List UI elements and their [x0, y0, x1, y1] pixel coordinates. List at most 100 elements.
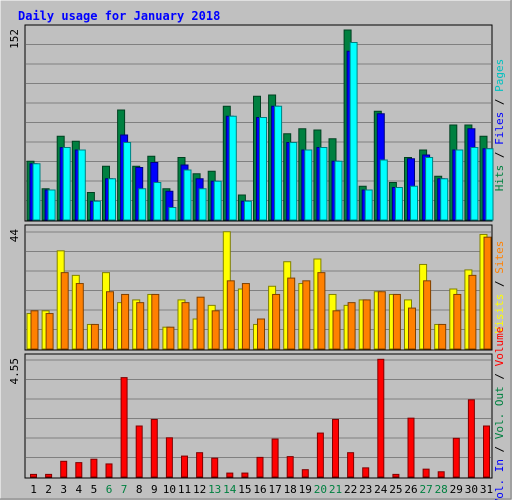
- bar-volume: [377, 358, 385, 478]
- bar-volume: [150, 418, 158, 478]
- bar-pages: [92, 200, 101, 221]
- x-tick-label: 23: [359, 483, 372, 496]
- x-tick-label: 11: [178, 483, 191, 496]
- bar-pages: [47, 189, 56, 221]
- x-tick-label: 26: [404, 483, 417, 496]
- bar-pages: [425, 157, 434, 221]
- legend-entry: Vol. Out: [493, 386, 506, 439]
- legend-top: Hits / Files / Pages: [493, 59, 506, 192]
- bar-sites: [166, 326, 175, 350]
- bar-volume: [211, 457, 219, 478]
- bar-sites: [483, 236, 492, 350]
- legend-middle: Visits / Sites: [493, 241, 506, 334]
- x-tick-label: 8: [136, 483, 143, 496]
- bar-sites: [121, 293, 130, 350]
- bar-sites: [362, 299, 371, 350]
- legend-entry: Pages: [493, 59, 506, 92]
- bar-volume: [286, 456, 294, 478]
- bar-pages: [228, 115, 237, 221]
- x-tick-label: 27: [419, 483, 432, 496]
- x-tick-label: 28: [435, 483, 448, 496]
- bar-pages: [394, 187, 403, 221]
- bar-volume: [181, 455, 188, 478]
- bar-pages: [485, 148, 494, 221]
- bar-sites: [226, 280, 235, 350]
- bar-sites: [468, 274, 477, 350]
- bar-sites: [408, 307, 416, 350]
- bar-pages: [379, 159, 388, 221]
- bar-pages: [440, 178, 449, 221]
- bar-pages: [138, 188, 147, 221]
- bar-pages: [259, 117, 267, 221]
- bar-volume: [452, 437, 460, 478]
- legend-entry: /: [493, 366, 506, 386]
- bar-pages: [274, 105, 283, 221]
- bar-pages: [183, 169, 192, 221]
- x-tick-label: 9: [151, 483, 158, 496]
- bar-volume: [256, 456, 264, 478]
- bar-volume: [90, 458, 98, 478]
- bar-volume: [332, 418, 339, 478]
- bar-pages: [77, 149, 86, 221]
- bar-volume: [467, 399, 475, 478]
- x-tick-label: 17: [268, 483, 281, 496]
- x-tick-label: 13: [208, 483, 221, 496]
- bar-pages: [304, 149, 313, 221]
- bar-sites: [438, 323, 447, 350]
- x-tick-label: 31: [480, 483, 493, 496]
- x-tick-label: 10: [163, 483, 176, 496]
- bar-volume: [135, 425, 143, 478]
- legend-entry: Hits: [493, 165, 506, 192]
- x-tick-label: 1: [30, 483, 37, 496]
- bar-volume: [105, 463, 113, 478]
- bar-sites: [272, 293, 281, 350]
- bar-volume: [30, 473, 37, 478]
- bar-pages: [108, 178, 116, 221]
- bar-pages: [32, 163, 41, 221]
- legend-entry: Sites: [493, 241, 506, 274]
- legend-entry: /: [493, 145, 506, 165]
- bar-volume: [437, 471, 445, 478]
- bar-volume: [196, 452, 204, 478]
- bar-pages: [123, 142, 132, 221]
- x-tick-label: 20: [314, 483, 327, 496]
- legend-entry: Visits: [493, 294, 506, 334]
- bar-volume: [226, 472, 234, 478]
- bar-volume: [362, 467, 370, 478]
- bar-pages: [153, 182, 162, 221]
- bar-volume: [301, 469, 309, 478]
- bar-sites: [106, 291, 114, 350]
- bar-pages: [334, 160, 343, 221]
- bar-sites: [423, 280, 432, 350]
- bar-volume: [241, 472, 249, 478]
- bar-sites: [287, 277, 296, 350]
- x-tick-label: 14: [223, 483, 237, 496]
- x-tick-label: 18: [284, 483, 297, 496]
- legend-entry: Volume: [493, 327, 506, 367]
- legend-entry: /: [493, 274, 506, 294]
- chart-title: Daily usage for January 2018: [18, 9, 220, 23]
- bar-volume: [165, 437, 173, 478]
- legend-entry: Vol. In: [493, 459, 506, 500]
- bar-sites: [181, 302, 190, 350]
- bar-sites: [60, 272, 69, 350]
- x-tick-label: 29: [450, 483, 463, 496]
- legend-entry: /: [493, 92, 506, 112]
- bar-sites: [45, 313, 54, 350]
- bar-sites: [392, 293, 401, 350]
- bar-sites: [151, 293, 160, 350]
- x-tick-label: 16: [253, 483, 266, 496]
- bar-volume: [316, 432, 324, 478]
- y-tick-label: 4.55: [8, 358, 21, 385]
- y-tick-label: 152: [8, 29, 21, 49]
- bar-sites: [196, 296, 205, 350]
- bar-sites: [302, 280, 311, 350]
- bar-sites: [136, 302, 145, 350]
- x-tick-label: 24: [374, 483, 388, 496]
- bar-sites: [332, 310, 341, 350]
- x-tick-label: 4: [75, 483, 82, 496]
- legend-entry: Files: [493, 112, 506, 145]
- bar-volume: [271, 438, 279, 478]
